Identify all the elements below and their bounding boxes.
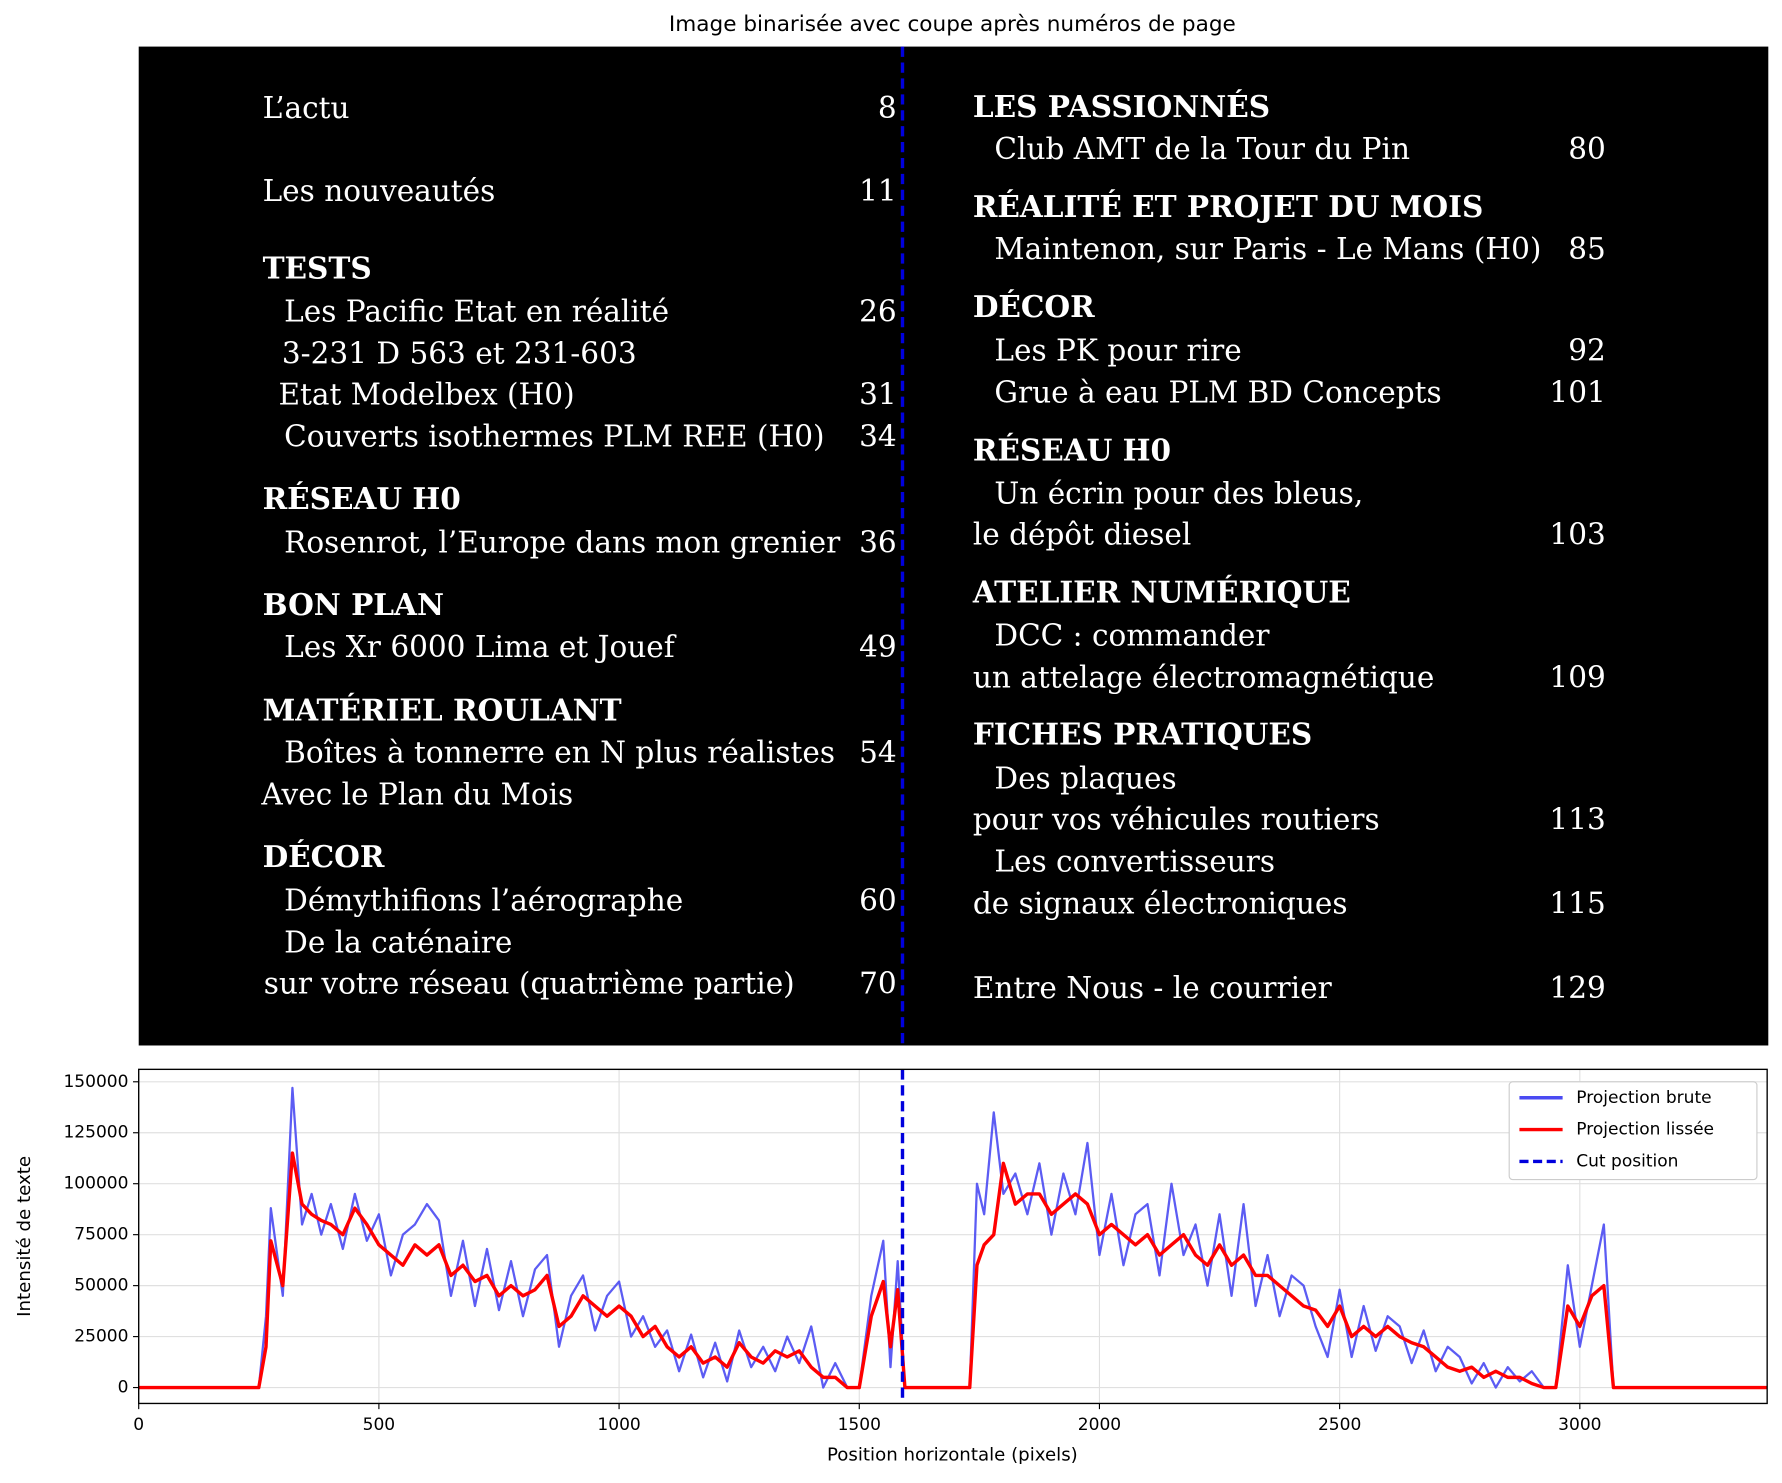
- page-number: 70: [859, 966, 897, 1000]
- y-tick-label: 150000: [63, 1072, 128, 1092]
- toc-entry: Les PK pour rire: [994, 333, 1241, 367]
- x-tick-label: 2500: [1318, 1415, 1361, 1435]
- section-heading: RÉSEAU H0: [973, 432, 1171, 467]
- toc-entry: 3-231 D 563 et 231-603: [282, 337, 637, 371]
- toc-entry: pour vos véhicules routiers: [973, 803, 1380, 837]
- legend-label: Projection brute: [1576, 1088, 1711, 1108]
- x-tick-label: 1000: [597, 1415, 640, 1435]
- section-heading: DÉCOR: [263, 839, 385, 874]
- toc-entry: Maintenon, sur Paris - Le Mans (H0): [994, 232, 1541, 266]
- y-tick-label: 125000: [63, 1123, 128, 1143]
- y-tick-label: 25000: [74, 1327, 128, 1347]
- toc-entry: Boîtes à tonnerre en N plus réalistes: [284, 736, 835, 770]
- binarized-image: [138, 46, 1769, 1046]
- y-axis-label: Intensité de texte: [14, 1156, 35, 1317]
- y-tick-label: 50000: [74, 1276, 128, 1296]
- page-number: 36: [859, 525, 897, 559]
- legend-box: [1508, 1081, 1758, 1181]
- page-number: 92: [1568, 333, 1606, 367]
- legend-label: Projection lissée: [1576, 1120, 1714, 1140]
- section-heading: MATÉRIEL ROULANT: [263, 693, 622, 728]
- section-heading: FICHES PRATIQUES: [973, 716, 1312, 751]
- x-axis-label: Position horizontale (pixels): [827, 1445, 1078, 1466]
- x-tick-label: 3000: [1558, 1415, 1601, 1435]
- toc-entry: Les convertisseurs: [994, 845, 1275, 879]
- image-title: Image binarisée avec coupe après numéros…: [669, 12, 1236, 37]
- toc-entry: De la caténaire: [284, 925, 512, 959]
- section-heading: RÉSEAU H0: [263, 481, 461, 516]
- plot-area: [138, 1069, 1768, 1404]
- section-heading: ATELIER NUMÉRIQUE: [972, 574, 1351, 609]
- toc-entry: Couverts isothermes PLM REE (H0): [284, 420, 824, 454]
- x-tick-label: 500: [363, 1415, 396, 1435]
- toc-entry: Etat Modelbex (H0): [278, 378, 574, 412]
- toc-entry: Club AMT de la Tour du Pin: [994, 132, 1410, 166]
- page-number: 80: [1568, 132, 1606, 166]
- toc-entry: DCC : commander: [994, 619, 1270, 653]
- page-number: 34: [859, 420, 897, 454]
- data-line: [138, 1151, 1768, 1390]
- page-number: 60: [859, 883, 897, 917]
- y-tick-label: 100000: [63, 1174, 128, 1194]
- page-number: 103: [1549, 517, 1605, 551]
- page-number: 49: [859, 630, 897, 664]
- page-number: 26: [859, 295, 897, 329]
- axes-frame: [138, 1068, 1768, 1405]
- legend: Projection brute Projection lissée Cut pos…: [1508, 1081, 1758, 1181]
- toc-entry: le dépôt diesel: [973, 517, 1192, 551]
- page-number: 11: [859, 174, 897, 208]
- toc-entry: Démythifions l’aérographe: [284, 883, 683, 917]
- page-number: 115: [1549, 887, 1605, 921]
- toc-entry: Les Pacific Etat en réalité: [284, 295, 669, 329]
- page-number: 8: [878, 91, 897, 125]
- toc-entry: de signaux électroniques: [973, 887, 1348, 921]
- section-heading: LES PASSIONNÉS: [973, 89, 1270, 124]
- toc-entry: Un écrin pour des bleus,: [994, 476, 1363, 510]
- section-heading: TESTS: [263, 250, 372, 285]
- toc-entry: sur votre réseau (quatrième partie): [264, 966, 795, 1000]
- page-number: 54: [859, 736, 897, 770]
- x-tick-label: 1500: [838, 1415, 881, 1435]
- toc-entry: un attelage électromagnétique: [973, 661, 1434, 695]
- toc-entry: Rosenrot, l’Europe dans mon grenier: [284, 525, 841, 559]
- toc-entry: Grue à eau PLM BD Concepts: [994, 375, 1441, 409]
- toc-entry: L’actu: [263, 91, 350, 125]
- toc-entry: Avec le Plan du Mois: [260, 778, 573, 812]
- x-tick-label: 2000: [1078, 1415, 1121, 1435]
- toc-entry: Les nouveautés: [263, 174, 496, 208]
- y-tick-label: 0: [118, 1378, 129, 1398]
- page-number: 129: [1549, 971, 1605, 1005]
- x-tick-label: 0: [133, 1415, 144, 1435]
- legend-label: Cut position: [1576, 1151, 1678, 1171]
- y-tick-label: 75000: [74, 1225, 128, 1245]
- toc-entry: Entre Nous - le courrier: [973, 971, 1333, 1005]
- page-number: 31: [859, 378, 897, 412]
- page-number: 101: [1549, 375, 1605, 409]
- section-heading: RÉALITÉ ET PROJET DU MOIS: [973, 189, 1483, 224]
- toc-entry: Des plaques: [994, 762, 1176, 796]
- page-number: 85: [1568, 232, 1606, 266]
- page-number: 109: [1549, 661, 1605, 695]
- section-heading: DÉCOR: [973, 289, 1095, 324]
- toc-entry: Les Xr 6000 Lima et Jouef: [284, 630, 677, 664]
- page-number: 113: [1549, 803, 1605, 837]
- section-heading: BON PLAN: [263, 587, 444, 622]
